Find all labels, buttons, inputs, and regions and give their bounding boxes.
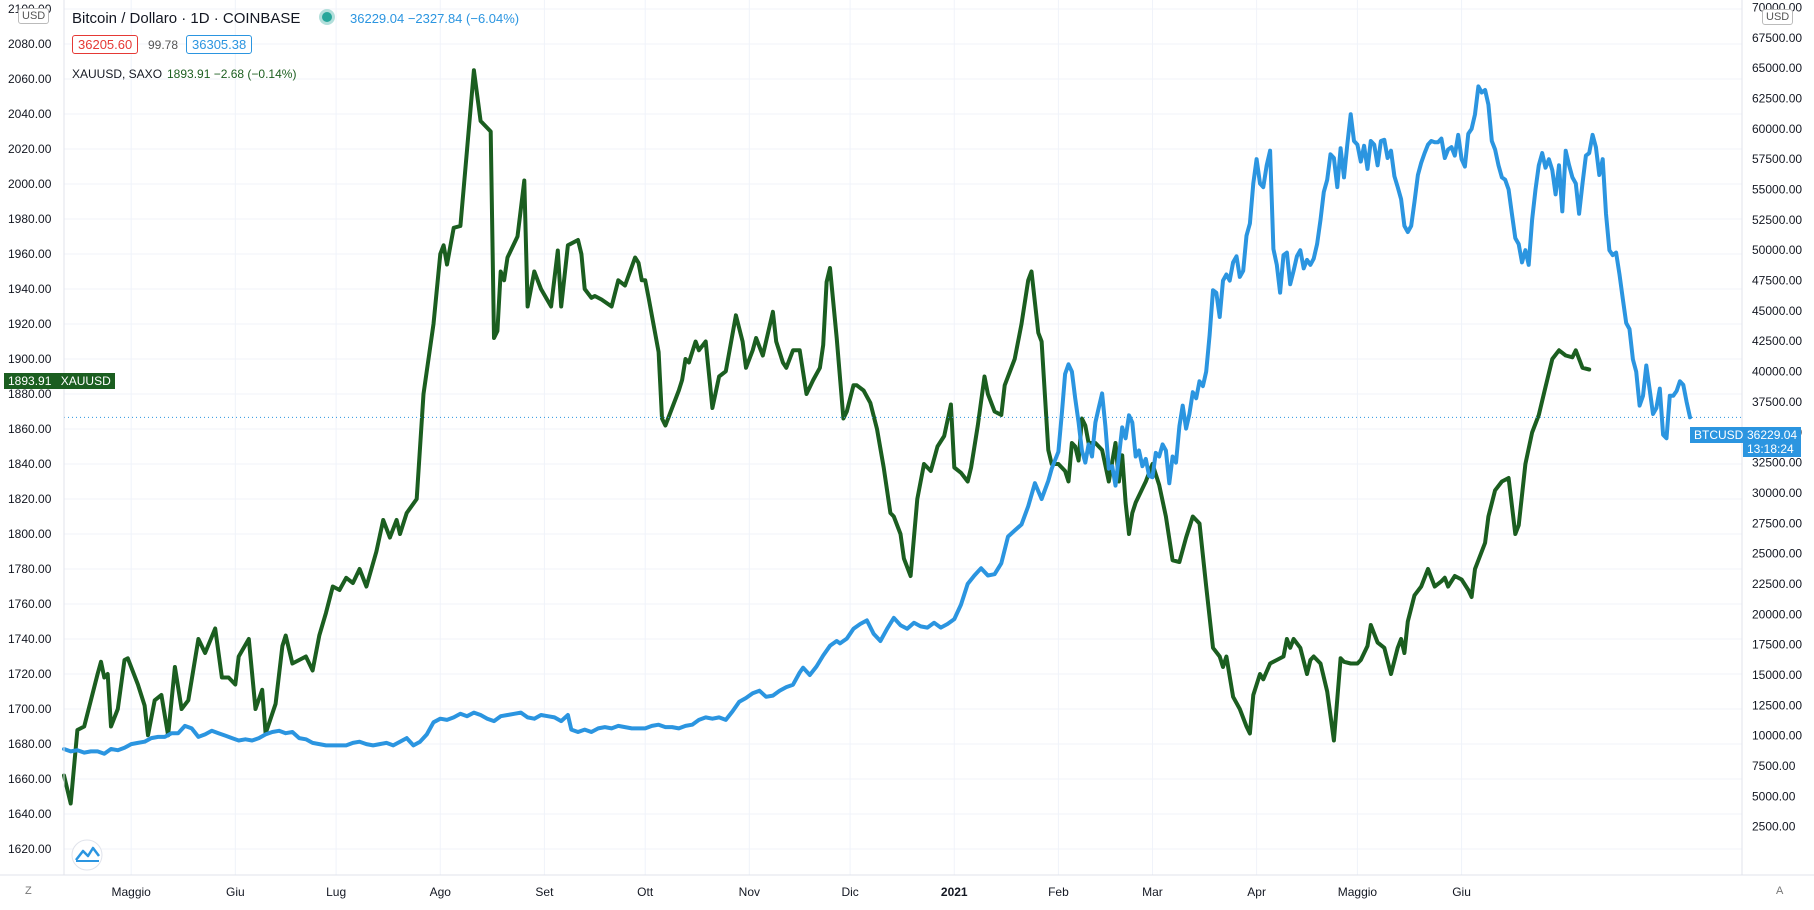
chart-grid [64,0,1742,875]
left-tick-label: 2060.00 [8,72,52,86]
btcusd-tag-value: 36229.04 [1747,428,1798,442]
right-tick-label: 55000.00 [1752,183,1802,197]
left-tick-label: 1960.00 [8,247,52,261]
btcusd-price-tag: 36229.04 13:18:24 [1743,427,1802,457]
xauusd-tag-name: XAUUSD [60,374,111,388]
right-tick-label: 7500.00 [1752,759,1796,773]
time-tick-label: Giu [226,885,245,899]
left-tick-label: 1800.00 [8,527,52,541]
time-tick-label: Apr [1247,885,1266,899]
right-tick-label: 25000.00 [1752,547,1802,561]
left-tick-label: 1900.00 [8,352,52,366]
time-tick-label: Nov [739,885,760,899]
right-tick-label: 65000.00 [1752,61,1802,75]
chart-logo-icon[interactable] [71,839,103,871]
z-axis-toggle[interactable]: Z [25,885,32,897]
left-tick-label: 2020.00 [8,142,52,156]
time-tick-label: Lug [326,885,346,899]
auto-scale-toggle[interactable]: A [1776,885,1784,897]
time-tick-label: Maggio [1338,885,1378,899]
right-tick-label: 2500.00 [1752,820,1796,834]
market-status-icon [322,12,332,22]
left-tick-label: 1780.00 [8,562,52,576]
right-tick-label: 22500.00 [1752,577,1802,591]
xauusd-path [62,68,1592,806]
overlay-values: 1893.91 −2.68 (−0.14%) [167,67,297,81]
left-tick-label: 1720.00 [8,667,52,681]
right-tick-label: 57500.00 [1752,152,1802,166]
xauusd-tag-value: 1893.91 [8,374,52,388]
overlay-symbol-title[interactable]: XAUUSD, SAXO [72,67,163,81]
left-tick-label: 1920.00 [8,317,52,331]
right-tick-label: 52500.00 [1752,213,1802,227]
xauusd-series-line [62,68,1592,806]
right-tick-label: 10000.00 [1752,729,1802,743]
left-tick-label: 1700.00 [8,702,52,716]
left-tick-label: 1820.00 [8,492,52,506]
left-tick-label: 1980.00 [8,212,52,226]
time-tick-label: Maggio [112,885,152,899]
left-tick-label: 1860.00 [8,422,52,436]
time-tick-label: Ott [637,885,654,899]
time-tick-label: Set [535,885,554,899]
left-tick-label: 1680.00 [8,737,52,751]
right-tick-label: 47500.00 [1752,274,1802,288]
spread-value: 99.78 [148,38,179,52]
right-price-axis: 2500.00 5000.00 7500.00 10000.00 12500.00 150… [1752,1,1802,834]
right-tick-label: 5000.00 [1752,789,1796,803]
left-currency-button[interactable]: USD [18,8,50,24]
btcusd-countdown: 13:18:24 [1747,442,1794,456]
btc-ohlc-values: 36229.04 −2327.84 (−6.04%) [350,11,520,26]
right-tick-label: 45000.00 [1752,304,1802,318]
sell-price-button[interactable]: 36205.60 [72,35,139,54]
left-tick-label: 1620.00 [8,842,52,856]
time-tick-label: Mar [1142,885,1163,899]
left-tick-label: 1760.00 [8,597,52,611]
left-tick-label: 2040.00 [8,107,52,121]
left-tick-label: 1880.00 [8,387,52,401]
right-tick-label: 32500.00 [1752,456,1802,470]
right-tick-label: 20000.00 [1752,607,1802,621]
time-tick-label: 2021 [941,885,968,899]
left-tick-label: 2080.00 [8,37,52,51]
right-tick-label: 40000.00 [1752,365,1802,379]
btcusd-name-tag: BTCUSD [1690,427,1748,443]
left-price-axis: 1620.00 1640.00 1660.00 1680.00 1700.00 1720.… [8,2,52,856]
time-axis: Maggio Giu Lug Ago Set Ott Nov Dic 2021 Feb Mar Apr… [112,885,1471,899]
right-tick-label: 37500.00 [1752,395,1802,409]
left-tick-label: 1660.00 [8,772,52,786]
time-tick-label: Feb [1048,885,1069,899]
right-tick-label: 17500.00 [1752,638,1802,652]
left-tick-label: 2000.00 [8,177,52,191]
right-tick-label: 27500.00 [1752,516,1802,530]
right-tick-label: 62500.00 [1752,92,1802,106]
right-tick-label: 12500.00 [1752,698,1802,712]
right-tick-label: 42500.00 [1752,334,1802,348]
btcusd-series-line [62,84,1692,756]
btcusd-path [62,84,1692,756]
right-currency-button[interactable]: USD [1762,9,1794,25]
time-tick-label: Giu [1452,885,1471,899]
right-tick-label: 50000.00 [1752,243,1802,257]
xauusd-price-tag: 1893.91 XAUUSD [4,373,115,389]
left-tick-label: 1940.00 [8,282,52,296]
buy-price-button[interactable]: 36305.38 [186,35,253,54]
right-tick-label: 30000.00 [1752,486,1802,500]
left-tick-label: 1640.00 [8,807,52,821]
left-tick-label: 1740.00 [8,632,52,646]
right-tick-label: 60000.00 [1752,122,1802,136]
right-tick-label: 15000.00 [1752,668,1802,682]
left-tick-label: 1840.00 [8,457,52,471]
time-tick-label: Dic [841,885,858,899]
time-tick-label: Ago [430,885,452,899]
symbol-title[interactable]: Bitcoin / Dollaro · 1D · COINBASE [72,10,301,27]
right-tick-label: 67500.00 [1752,31,1802,45]
